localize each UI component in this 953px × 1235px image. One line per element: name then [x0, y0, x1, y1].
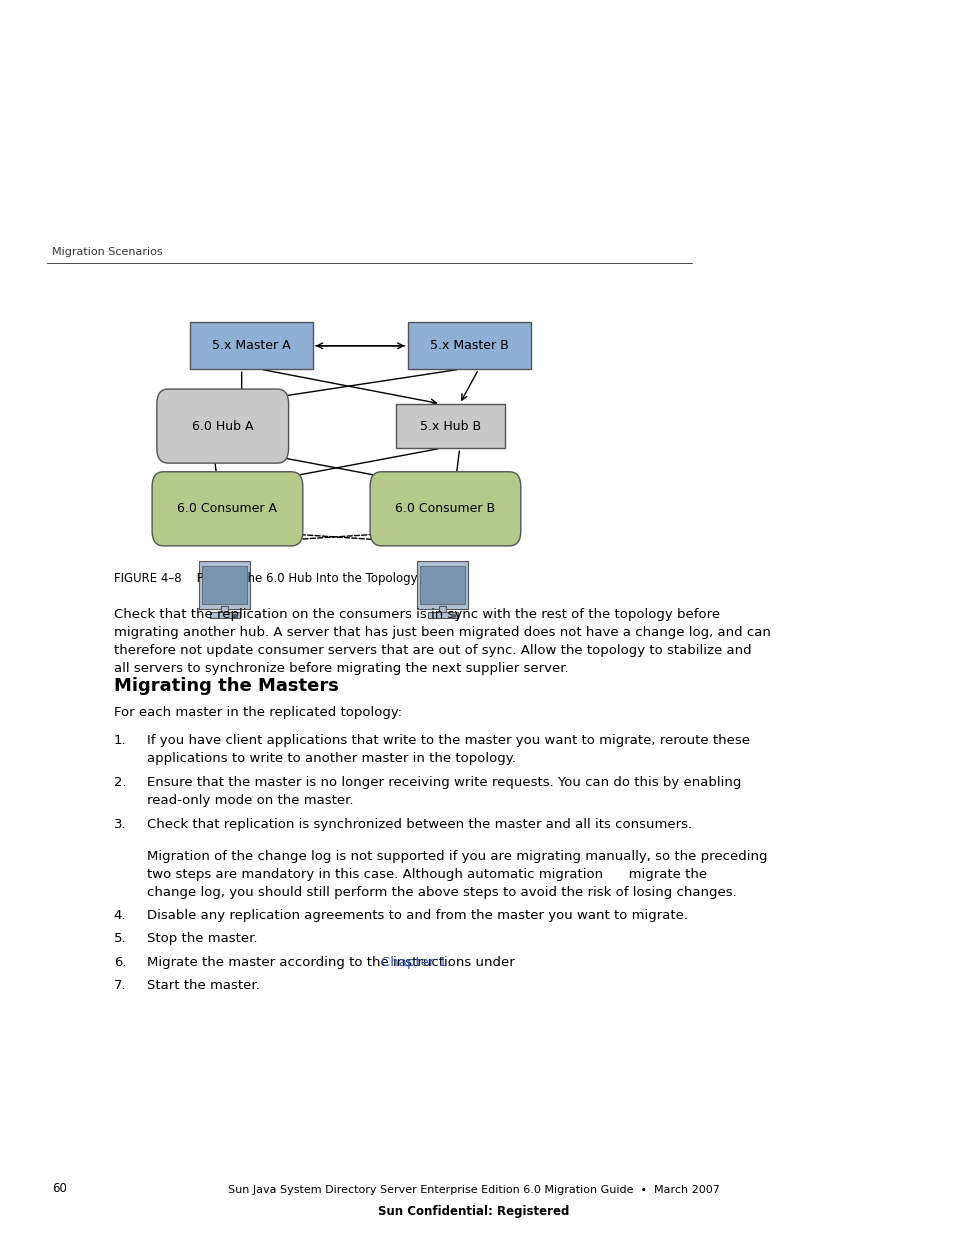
Text: Sun Java System Directory Server Enterprise Edition 6.0 Migration Guide  •  Marc: Sun Java System Directory Server Enterpr…	[228, 1186, 720, 1195]
Text: Disable any replication agreements to and from the master you want to migrate.: Disable any replication agreements to an…	[147, 909, 687, 923]
Text: 5.: 5.	[113, 932, 126, 946]
Text: 4.: 4.	[113, 909, 126, 923]
Text: 1.: 1.	[113, 734, 126, 747]
FancyBboxPatch shape	[427, 613, 457, 618]
FancyBboxPatch shape	[407, 322, 530, 369]
Text: Ensure that the master is no longer receiving write requests. You can do this by: Ensure that the master is no longer rece…	[147, 776, 740, 806]
Text: 60: 60	[52, 1182, 67, 1195]
Text: 6.0 Hub A: 6.0 Hub A	[192, 420, 253, 432]
Text: Check that the replication on the consumers is in sync with the rest of the topo: Check that the replication on the consum…	[113, 608, 770, 674]
Text: Chapter 1.: Chapter 1.	[381, 956, 452, 969]
FancyBboxPatch shape	[152, 472, 302, 546]
Text: 6.: 6.	[113, 956, 126, 969]
FancyBboxPatch shape	[370, 472, 520, 546]
Text: Sun Confidential: Registered: Sun Confidential: Registered	[377, 1204, 569, 1218]
Text: Migration Scenarios: Migration Scenarios	[52, 247, 163, 257]
Text: 2.: 2.	[113, 776, 126, 789]
Text: For each master in the replicated topology:: For each master in the replicated topolo…	[113, 706, 401, 720]
Text: 7.: 7.	[113, 979, 126, 993]
FancyBboxPatch shape	[233, 614, 236, 616]
FancyBboxPatch shape	[190, 322, 313, 369]
Text: Migrate the master according to the instructions under: Migrate the master according to the inst…	[147, 956, 518, 969]
Text: 3.: 3.	[113, 818, 126, 831]
Text: Stop the master.: Stop the master.	[147, 932, 257, 946]
FancyBboxPatch shape	[420, 566, 464, 604]
Text: 5.x Hub B: 5.x Hub B	[419, 420, 480, 432]
Text: Check that replication is synchronized between the master and all its consumers.: Check that replication is synchronized b…	[147, 818, 691, 831]
Text: 5.x Master A: 5.x Master A	[212, 340, 290, 352]
FancyBboxPatch shape	[199, 561, 250, 609]
Text: 5.x Master B: 5.x Master B	[429, 340, 508, 352]
FancyBboxPatch shape	[202, 566, 247, 604]
FancyBboxPatch shape	[439, 605, 445, 615]
Text: 6.0 Consumer B: 6.0 Consumer B	[395, 503, 495, 515]
Text: Start the master.: Start the master.	[147, 979, 259, 993]
FancyBboxPatch shape	[156, 389, 289, 463]
Text: Migration of the change log is not supported if you are migrating manually, so t: Migration of the change log is not suppo…	[147, 850, 766, 899]
FancyBboxPatch shape	[221, 605, 228, 615]
Text: Migrating the Masters: Migrating the Masters	[113, 677, 338, 695]
FancyBboxPatch shape	[395, 404, 504, 448]
Text: 6.0 Consumer A: 6.0 Consumer A	[177, 503, 277, 515]
FancyBboxPatch shape	[416, 561, 468, 609]
Text: FIGURE 4–8    Placing the 6.0 Hub Into the Topology: FIGURE 4–8 Placing the 6.0 Hub Into the …	[113, 572, 416, 585]
FancyBboxPatch shape	[451, 614, 454, 616]
Text: If you have client applications that write to the master you want to migrate, re: If you have client applications that wri…	[147, 734, 749, 764]
FancyBboxPatch shape	[210, 613, 239, 618]
